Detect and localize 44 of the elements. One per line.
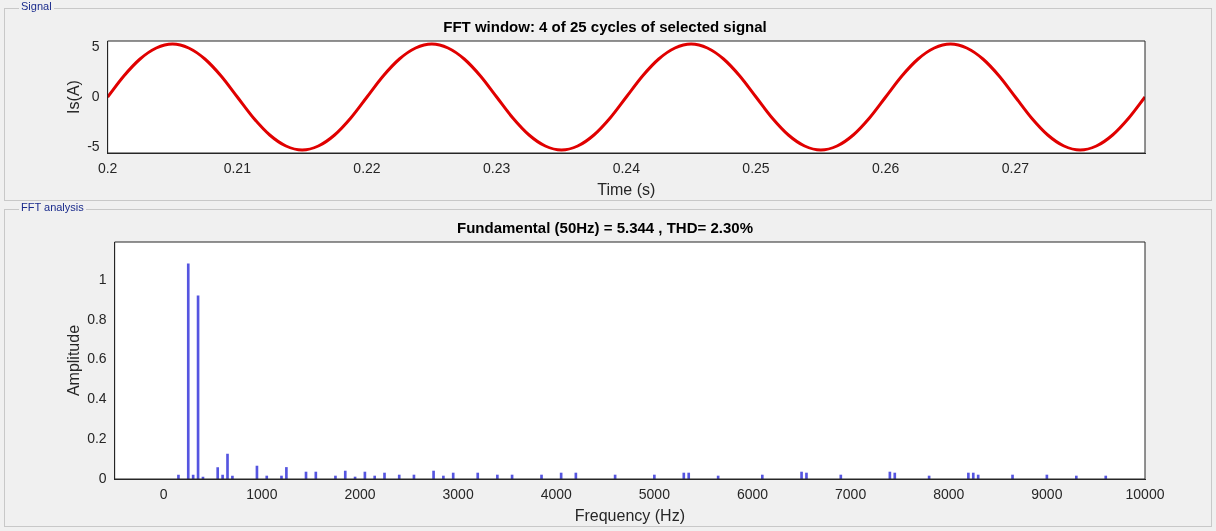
x-tick-label: 1000 bbox=[246, 486, 278, 503]
x-axis-title: Time (s) bbox=[597, 180, 656, 198]
y-tick-label: 0.6 bbox=[87, 350, 107, 367]
x-tick-label: 8000 bbox=[933, 486, 965, 503]
x-tick-label: 0.27 bbox=[1001, 160, 1030, 177]
line-series bbox=[107, 42, 1145, 152]
y-tick-label: 1 bbox=[98, 270, 107, 287]
y-tick-label: 0.8 bbox=[87, 310, 107, 327]
x-tick-label: 0.26 bbox=[872, 160, 900, 177]
y-tick-label: -5 bbox=[87, 137, 100, 154]
bar bbox=[343, 470, 347, 479]
y-axis-title: Is(A) bbox=[65, 80, 83, 114]
y-tick-label: 0.4 bbox=[87, 390, 107, 407]
x-tick-label: 0.24 bbox=[612, 160, 641, 177]
x-tick-label: 0.21 bbox=[223, 160, 252, 177]
y-tick-label: 0.2 bbox=[87, 430, 107, 447]
bar bbox=[226, 453, 229, 479]
bar bbox=[186, 263, 190, 479]
x-tick-label: 6000 bbox=[736, 486, 769, 503]
y-axis-title: Amplitude bbox=[65, 324, 83, 397]
bar bbox=[314, 471, 318, 479]
bar bbox=[432, 470, 435, 479]
y-tick-label: 0 bbox=[91, 87, 100, 104]
x-tick-label: 0 bbox=[159, 486, 168, 503]
x-tick-label: 2000 bbox=[344, 486, 376, 503]
x-tick-label: 3000 bbox=[442, 486, 474, 503]
x-tick-label: 10000 bbox=[1125, 486, 1165, 503]
text: FFT analysis bbox=[19, 201, 86, 213]
bar bbox=[800, 471, 803, 479]
x-tick-label: 9000 bbox=[1031, 486, 1063, 503]
x-tick-label: 0.22 bbox=[353, 160, 381, 177]
y-tick-label: 5 bbox=[91, 37, 100, 54]
text: Signal bbox=[19, 0, 54, 12]
bar bbox=[285, 467, 288, 479]
chart-title: FFT window: 4 of 25 cycles of selected signal bbox=[443, 18, 767, 36]
x-tick-label: 4000 bbox=[540, 486, 573, 503]
x-tick-label: 0.25 bbox=[742, 160, 770, 177]
x-tick-label: 5000 bbox=[638, 486, 671, 503]
x-axis-title: Frequency (Hz) bbox=[574, 506, 685, 524]
x-tick-label: 7000 bbox=[835, 486, 867, 503]
chart-title: Fundamental (50Hz) = 5.344 , THD= 2.30% bbox=[457, 219, 753, 237]
x-tick-label: 0.23 bbox=[483, 160, 511, 177]
bar bbox=[216, 467, 220, 479]
y-tick-label: 0 bbox=[98, 469, 107, 486]
